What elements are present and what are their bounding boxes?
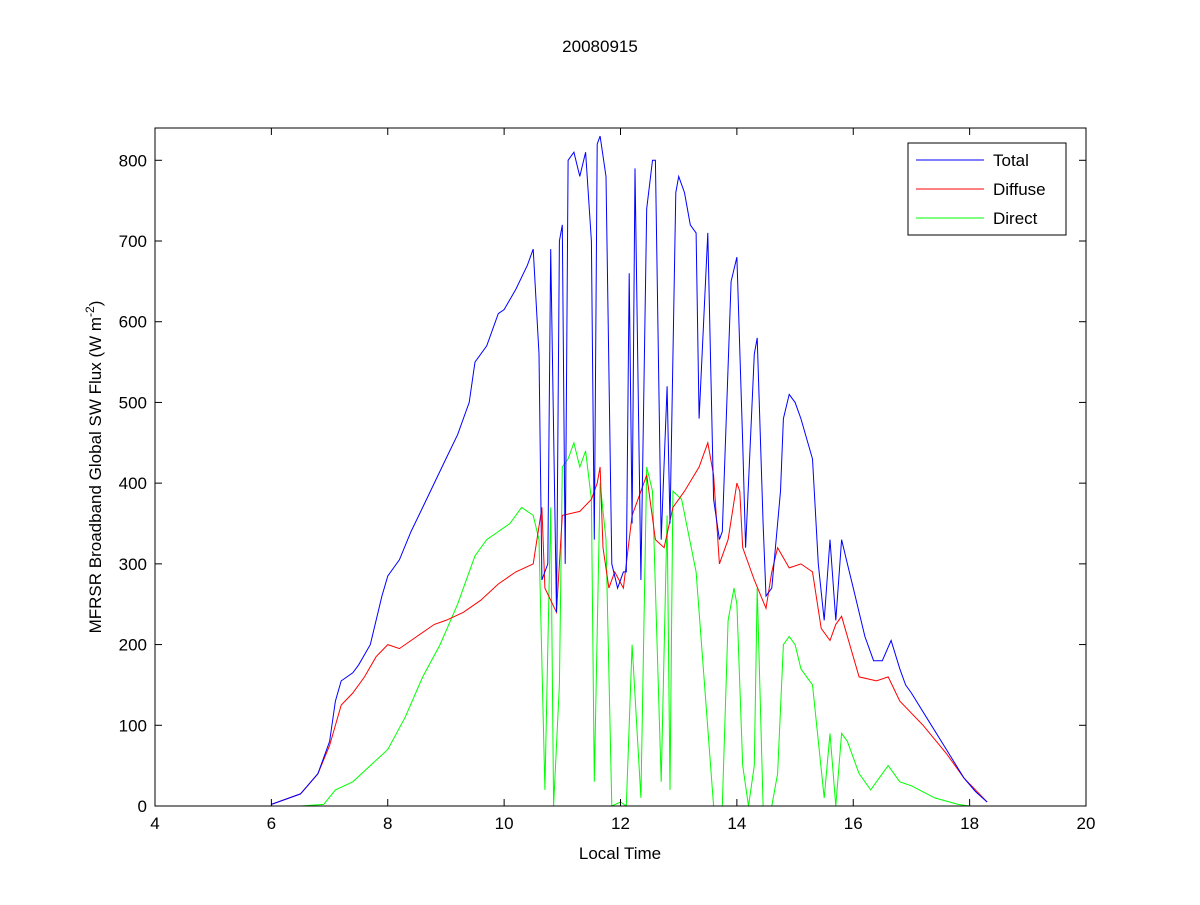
legend: Total Diffuse Direct (907, 142, 1067, 236)
y-tick-label: 400 (119, 474, 147, 493)
y-tick-label: 600 (119, 313, 147, 332)
y-tick-label: 500 (119, 393, 147, 412)
x-tick-label: 14 (727, 814, 746, 833)
y-tick-label: 0 (138, 797, 147, 816)
y-tick-label: 200 (119, 636, 147, 655)
y-tick-label: 700 (119, 232, 147, 251)
series-line-direct (300, 441, 970, 807)
y-tick-label: 800 (119, 151, 147, 170)
x-tick-label: 20 (1077, 814, 1096, 833)
y-axis-label-suffix: ) (86, 301, 105, 307)
x-tick-label: 10 (495, 814, 514, 833)
plot-area (155, 128, 1086, 806)
y-axis-label-exponent-sign: - (83, 313, 97, 317)
y-axis-label-main: MFRSR Broadband Global SW Flux (W m (86, 317, 105, 633)
x-tick-label: 4 (150, 814, 159, 833)
x-tick-label: 16 (844, 814, 863, 833)
series-line-diffuse (271, 440, 988, 805)
x-tick-label: 12 (611, 814, 630, 833)
x-tick-label: 8 (383, 814, 392, 833)
y-axis-label-exponent: -2 (83, 306, 97, 317)
x-tick-label: 18 (960, 814, 979, 833)
legend-label-direct: Direct (993, 209, 1038, 228)
y-tick-label: 100 (119, 716, 147, 735)
y-axis-label: MFRSR Broadband Global SW Flux (W m-2) (83, 301, 105, 634)
x-axis-label: Local Time (579, 844, 661, 863)
legend-label-diffuse: Diffuse (993, 180, 1046, 199)
y-axis-label-exponent-value: 2 (83, 306, 97, 313)
chart-title: 20080915 (562, 37, 638, 56)
legend-label-total: Total (993, 151, 1029, 170)
series-layer (271, 135, 988, 807)
x-tick-label: 6 (267, 814, 276, 833)
series-line-total (271, 135, 988, 805)
axes-box (154, 127, 1087, 807)
y-tick-label: 300 (119, 555, 147, 574)
